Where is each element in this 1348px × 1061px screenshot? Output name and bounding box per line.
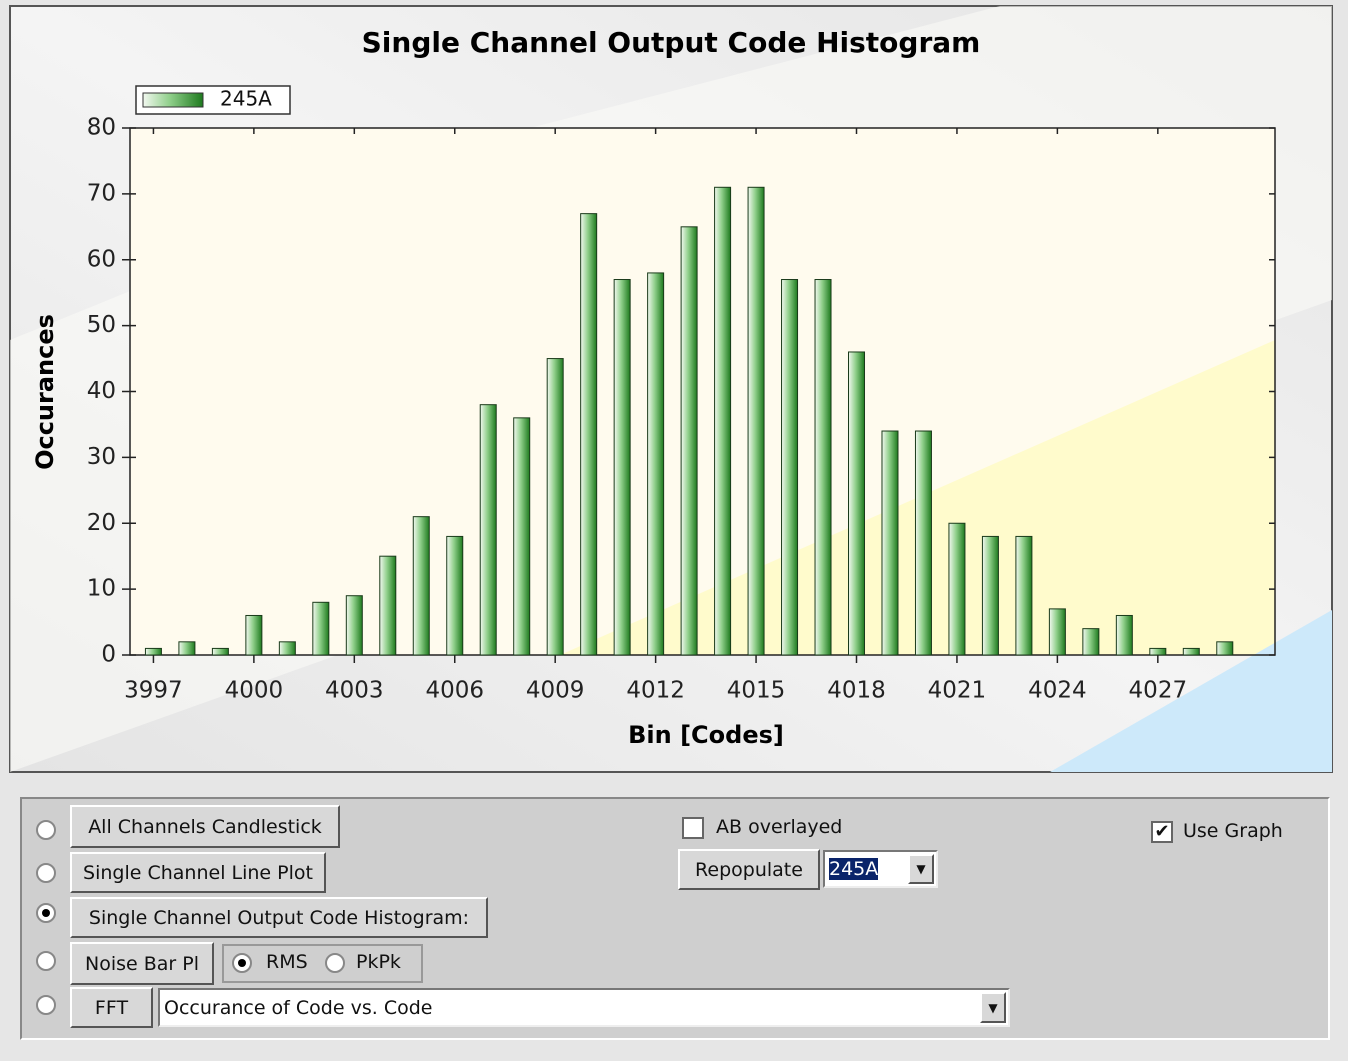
- ab-overlayed-checkbox-label: AB overlayed: [716, 816, 843, 838]
- bar: [613, 279, 631, 656]
- view-button[interactable]: Noise Bar Pl: [70, 942, 214, 985]
- view-radio[interactable]: [36, 863, 56, 883]
- bar: [580, 213, 598, 656]
- view-button[interactable]: FFT: [70, 987, 153, 1028]
- bar: [914, 430, 932, 656]
- y-tick-label: 30: [87, 444, 116, 470]
- noise-mode-label: PkPk: [356, 951, 401, 973]
- radio-dot: [42, 909, 50, 917]
- bar: [1048, 608, 1066, 656]
- bar: [1082, 628, 1100, 656]
- bar: [1149, 647, 1167, 656]
- view-button[interactable]: Single Channel Line Plot: [70, 852, 326, 893]
- bar: [211, 647, 229, 656]
- x-tick-label: 4027: [1129, 678, 1188, 704]
- bar: [178, 641, 196, 656]
- x-tick-label: 4003: [325, 678, 384, 704]
- bar: [1015, 535, 1033, 656]
- use-graph-checkbox[interactable]: ✔: [1151, 821, 1173, 843]
- plot-dropdown[interactable]: Occurance of Code vs. Code ▼: [158, 988, 1010, 1027]
- bar: [747, 186, 765, 656]
- noise-mode-radio[interactable]: [232, 953, 252, 973]
- background-band: [1050, 610, 1332, 772]
- y-axis-label: Occurances: [31, 314, 59, 470]
- view-radio[interactable]: [36, 820, 56, 840]
- x-tick-label: 4006: [425, 678, 484, 704]
- y-tick-label: 50: [87, 312, 116, 338]
- chart-title: Single Channel Output Code Histogram: [362, 26, 981, 59]
- bar: [881, 430, 899, 656]
- x-tick-label: 3997: [124, 678, 183, 704]
- combo-arrow[interactable]: ▼: [980, 992, 1006, 1023]
- bar: [345, 595, 363, 656]
- x-tick-label: 4012: [626, 678, 685, 704]
- combo-text: Occurance of Code vs. Code: [164, 996, 433, 1019]
- bar: [546, 358, 564, 656]
- bar: [513, 417, 531, 656]
- combo-arrow[interactable]: ▼: [908, 854, 934, 884]
- bar: [781, 279, 799, 656]
- bar: [379, 555, 397, 656]
- bar: [479, 404, 497, 656]
- bar: [412, 516, 430, 656]
- bar: [848, 351, 866, 656]
- bar: [312, 601, 330, 656]
- y-tick-label: 70: [87, 180, 116, 206]
- view-button[interactable]: Single Channel Output Code Histogram:: [70, 897, 488, 938]
- x-axis-label: Bin [Codes]: [628, 721, 784, 749]
- x-tick-label: 4021: [928, 678, 987, 704]
- view-button[interactable]: All Channels Candlestick: [70, 805, 340, 848]
- chart: Single Channel Output Code Histogram Bin…: [9, 5, 1333, 773]
- noise-mode-radio[interactable]: [325, 953, 345, 973]
- bar: [647, 272, 665, 656]
- repopulate-button[interactable]: Repopulate: [678, 849, 820, 890]
- legend-label: 245A: [220, 87, 272, 111]
- y-tick-label: 20: [87, 510, 116, 536]
- channel-dropdown[interactable]: 245A ▼: [823, 850, 938, 888]
- bar: [981, 535, 999, 656]
- x-tick-label: 4024: [1028, 678, 1087, 704]
- view-radio[interactable]: [36, 903, 56, 923]
- y-tick-label: 80: [87, 115, 116, 141]
- ab-overlayed-checkbox[interactable]: [682, 817, 704, 839]
- noise-mode-group: [222, 944, 423, 983]
- y-tick-label: 10: [87, 576, 116, 602]
- bar: [1182, 647, 1200, 656]
- x-tick-label: 4018: [827, 678, 886, 704]
- view-radio[interactable]: [36, 951, 56, 971]
- noise-mode-label: RMS: [266, 951, 308, 973]
- x-tick-label: 4009: [526, 678, 585, 704]
- bar: [1115, 614, 1133, 656]
- combo-text: 245A: [829, 858, 879, 880]
- use-graph-checkbox-label: Use Graph: [1183, 820, 1283, 842]
- view-radio[interactable]: [36, 995, 56, 1015]
- bar: [714, 186, 732, 656]
- bar: [680, 226, 698, 656]
- x-tick-label: 4015: [727, 678, 786, 704]
- x-tick-label: 4000: [225, 678, 284, 704]
- bar: [814, 279, 832, 656]
- bar: [446, 535, 464, 656]
- bar: [278, 641, 296, 656]
- bar: [948, 522, 966, 656]
- bar: [245, 614, 263, 656]
- legend-swatch: [142, 92, 204, 108]
- y-tick-label: 60: [87, 246, 116, 272]
- y-tick-label: 0: [101, 642, 116, 668]
- bar: [1216, 641, 1234, 656]
- radio-dot: [238, 959, 246, 967]
- bar: [144, 647, 162, 656]
- y-tick-label: 40: [87, 378, 116, 404]
